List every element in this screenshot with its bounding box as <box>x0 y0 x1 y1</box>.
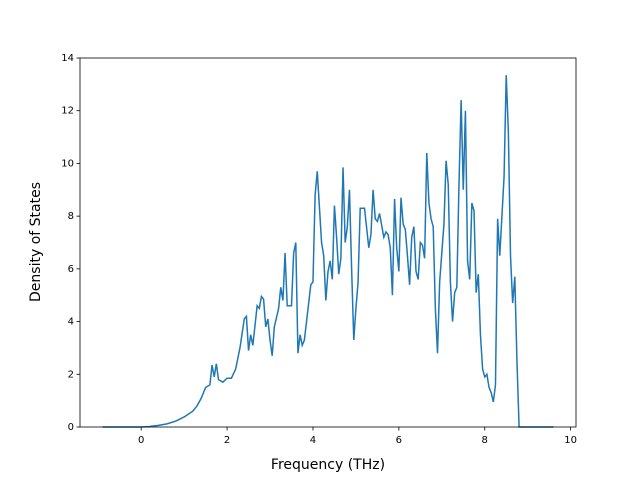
x-tick-label: 6 <box>396 435 402 446</box>
y-tick-label: 14 <box>61 53 74 64</box>
y-tick-label: 12 <box>61 106 74 117</box>
y-axis-label: Density of States <box>28 182 44 302</box>
x-tick-label: 8 <box>482 435 488 446</box>
y-tick-label: 6 <box>68 264 74 275</box>
y-tick-label: 8 <box>68 211 74 222</box>
y-tick-label: 10 <box>61 158 74 169</box>
y-tick-label: 0 <box>68 422 74 433</box>
data-line <box>102 75 554 428</box>
plot-frame <box>79 57 577 428</box>
x-tick-label: 0 <box>138 435 144 446</box>
y-tick-label: 4 <box>68 317 74 328</box>
x-tick-label: 2 <box>224 435 230 446</box>
x-axis-label: Frequency (THz) <box>271 457 385 473</box>
x-tick-label: 10 <box>564 435 577 446</box>
x-tick-label: 4 <box>310 435 316 446</box>
y-tick-label: 2 <box>68 369 74 380</box>
